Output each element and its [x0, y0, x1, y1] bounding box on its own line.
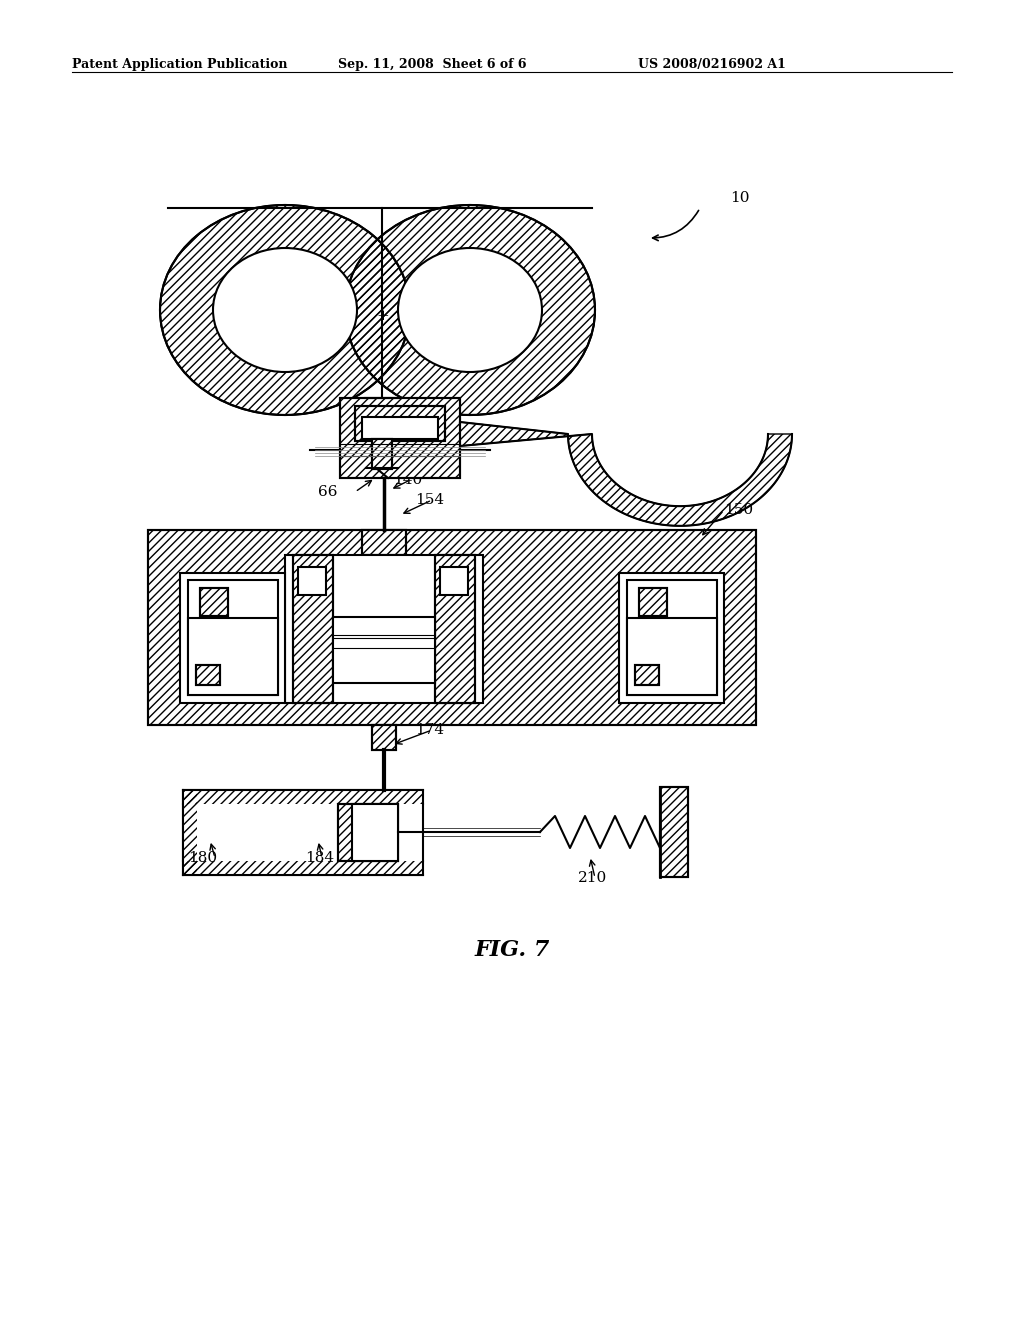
Bar — [340, 399, 460, 478]
Bar — [372, 440, 392, 469]
Bar — [372, 725, 396, 750]
Text: 184: 184 — [305, 851, 334, 865]
Bar — [639, 587, 667, 616]
Bar — [196, 665, 220, 685]
Bar — [362, 417, 438, 440]
Bar — [180, 573, 285, 704]
Bar — [440, 568, 468, 595]
Bar — [627, 618, 717, 696]
Bar — [183, 861, 423, 875]
Ellipse shape — [213, 248, 357, 372]
Bar — [635, 665, 659, 685]
Bar — [338, 804, 398, 861]
Text: 150: 150 — [724, 503, 753, 517]
Bar — [188, 618, 278, 696]
Bar — [188, 579, 278, 696]
Bar — [362, 531, 406, 554]
Bar — [285, 554, 483, 704]
Bar — [660, 787, 688, 876]
Bar — [148, 531, 756, 725]
Bar — [183, 789, 423, 875]
Bar — [293, 554, 333, 704]
Text: FIG. 7: FIG. 7 — [474, 939, 550, 961]
Text: Sep. 11, 2008  Sheet 6 of 6: Sep. 11, 2008 Sheet 6 of 6 — [338, 58, 526, 71]
Text: 180: 180 — [188, 851, 217, 865]
Bar — [362, 531, 406, 554]
Bar — [196, 665, 220, 685]
Bar — [352, 804, 398, 861]
Bar — [298, 568, 326, 595]
Bar — [148, 531, 756, 725]
Text: 174: 174 — [415, 723, 444, 737]
Bar — [183, 789, 423, 804]
Text: Patent Application Publication: Patent Application Publication — [72, 58, 288, 71]
Text: 140: 140 — [393, 473, 422, 487]
Bar — [618, 573, 724, 704]
Bar — [333, 616, 435, 682]
Text: 66: 66 — [318, 484, 338, 499]
Bar — [338, 804, 398, 861]
Bar — [355, 407, 445, 441]
Bar — [340, 399, 460, 478]
Bar — [200, 587, 228, 616]
Bar — [635, 665, 659, 685]
Text: 170: 170 — [415, 609, 444, 622]
Bar — [293, 554, 333, 704]
Text: 160: 160 — [385, 583, 415, 597]
Text: US 2008/0216902 A1: US 2008/0216902 A1 — [638, 58, 785, 71]
Text: 210: 210 — [578, 871, 607, 884]
Text: 154: 154 — [415, 492, 444, 507]
Bar — [355, 407, 445, 441]
Bar — [183, 789, 197, 875]
Ellipse shape — [398, 248, 542, 372]
Bar — [639, 587, 667, 616]
Bar — [627, 579, 717, 696]
Bar — [660, 787, 688, 876]
Bar — [200, 587, 228, 616]
Bar — [435, 554, 475, 704]
Text: 10: 10 — [730, 191, 750, 205]
Bar — [372, 725, 396, 750]
Bar — [435, 554, 475, 704]
Text: +: + — [377, 309, 389, 323]
Bar — [372, 440, 392, 469]
